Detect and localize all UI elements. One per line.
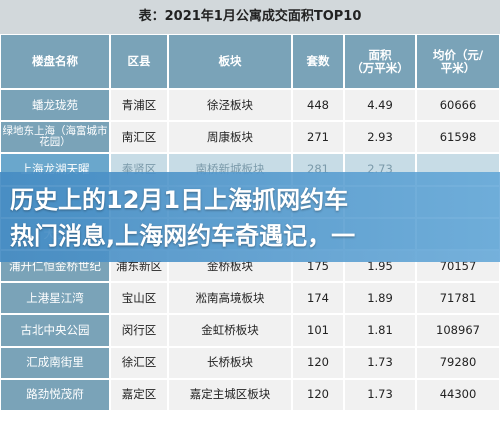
table-cell: 南汇区 [110, 121, 168, 154]
table-cell: 1.73 [344, 346, 416, 379]
table-cell: 4.49 [344, 89, 416, 122]
table-row: 蟠龙珑苑 青浦区 徐泾板块 448 4.49 60666 [0, 89, 500, 122]
column-header: 套数 [292, 34, 344, 89]
table-cell: 271 [292, 121, 344, 154]
table-cell: 嘉定主城区板块 [168, 378, 292, 411]
headline-line-1[interactable]: 历史上的12月1日上海抓网约车 [10, 186, 349, 214]
headline-banner [0, 172, 500, 262]
table-cell: 淞南高境板块 [168, 282, 292, 315]
project-name-cell: 汇成南街里 [0, 346, 110, 379]
table-cell: 120 [292, 346, 344, 379]
table-cell: 青浦区 [110, 89, 168, 122]
table-cell: 71781 [416, 282, 500, 315]
column-header: 面积 （万平米） [344, 34, 416, 89]
column-header: 均价（元/ 平米） [416, 34, 500, 89]
table-cell: 徐泾板块 [168, 89, 292, 122]
table-row: 绿地东上海（海富城市花园） 南汇区 周康板块 271 2.93 61598 [0, 121, 500, 154]
table-cell: 60666 [416, 89, 500, 122]
table-cell: 宝山区 [110, 282, 168, 315]
table-cell: 徐汇区 [110, 346, 168, 379]
table-title: 表：2021年1月公寓成交面积TOP10 [0, 0, 500, 34]
project-name-cell: 上港星江湾 [0, 282, 110, 315]
table-cell: 174 [292, 282, 344, 315]
table-cell: 108967 [416, 314, 500, 347]
table-cell: 61598 [416, 121, 500, 154]
table-row: 汇成南街里 徐汇区 长桥板块 120 1.73 79280 [0, 346, 500, 379]
project-name-cell: 路劲悦茂府 [0, 378, 110, 411]
table-cell: 周康板块 [168, 121, 292, 154]
table-cell: 120 [292, 378, 344, 411]
table-cell: 长桥板块 [168, 346, 292, 379]
column-header: 楼盘名称 [0, 34, 110, 89]
table-header-row: 楼盘名称 区县 板块 套数 面积 （万平米） 均价（元/ 平米） [0, 34, 500, 89]
table-row: 路劲悦茂府 嘉定区 嘉定主城区板块 120 1.73 44300 [0, 378, 500, 411]
table-cell: 嘉定区 [110, 378, 168, 411]
table-cell: 闵行区 [110, 314, 168, 347]
project-name-cell: 绿地东上海（海富城市花园） [0, 121, 110, 154]
table-row: 上港星江湾 宝山区 淞南高境板块 174 1.89 71781 [0, 282, 500, 315]
table-cell: 1.73 [344, 378, 416, 411]
project-name-cell: 蟠龙珑苑 [0, 89, 110, 122]
table-cell: 1.89 [344, 282, 416, 315]
table-cell: 79280 [416, 346, 500, 379]
table-row: 古北中央公园 闵行区 金虹桥板块 101 1.81 108967 [0, 314, 500, 347]
headline-line-2[interactable]: 热门消息,上海网约车奇遇记，一 [10, 222, 356, 250]
column-header: 区县 [110, 34, 168, 89]
table-cell: 1.81 [344, 314, 416, 347]
table-cell: 101 [292, 314, 344, 347]
table-cell: 44300 [416, 378, 500, 411]
project-name-cell: 古北中央公园 [0, 314, 110, 347]
table-cell: 金虹桥板块 [168, 314, 292, 347]
table-cell: 448 [292, 89, 344, 122]
table-cell: 2.93 [344, 121, 416, 154]
column-header: 板块 [168, 34, 292, 89]
